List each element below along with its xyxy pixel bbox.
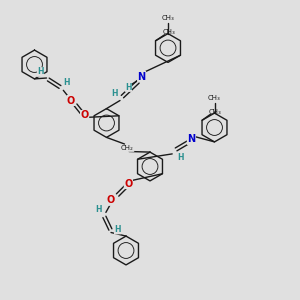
Text: H: H [95, 205, 102, 214]
Text: N: N [137, 71, 146, 82]
Text: CH₂: CH₂ [121, 146, 134, 152]
Text: H: H [125, 82, 132, 91]
Text: N: N [187, 134, 196, 145]
Text: CH₃: CH₃ [163, 29, 176, 35]
Text: CH₃: CH₃ [208, 95, 221, 101]
Text: O: O [107, 195, 115, 206]
Text: H: H [114, 225, 121, 234]
Text: H: H [177, 153, 183, 162]
Text: CH₃: CH₃ [162, 15, 174, 21]
Text: H: H [64, 78, 70, 87]
Text: O: O [124, 178, 133, 189]
Text: CH₃: CH₃ [208, 109, 221, 115]
Text: O: O [67, 95, 75, 106]
Text: H: H [37, 68, 44, 76]
Text: O: O [80, 110, 89, 121]
Text: H: H [111, 89, 117, 98]
